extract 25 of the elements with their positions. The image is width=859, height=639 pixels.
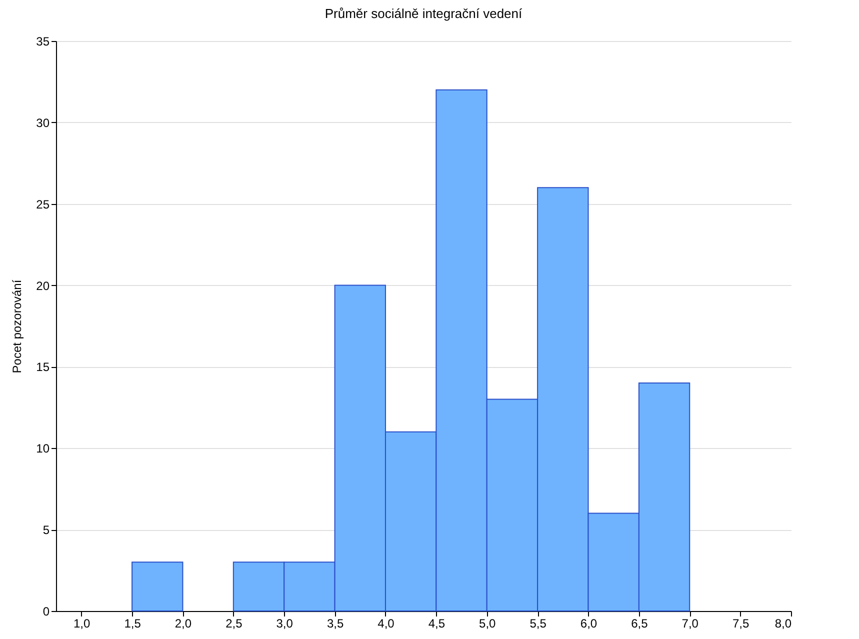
x-tick-label: 4,0 [378, 616, 395, 630]
y-tick-label: 5 [42, 523, 50, 538]
y-tick-label: 15 [36, 360, 50, 374]
x-tick-label: 6,0 [580, 616, 598, 630]
x-tick-label: 5,0 [479, 616, 496, 630]
x-tick-label: 6,5 [631, 616, 648, 630]
x-tick-label: 3,0 [276, 616, 294, 630]
y-tick-label: 30 [36, 116, 50, 130]
y-tick-label: 0 [42, 604, 50, 618]
x-tick-label: 2,0 [174, 616, 192, 630]
y-tick-label: 25 [36, 197, 50, 212]
x-tick-label: 3,5 [326, 616, 344, 630]
x-tick-label: 4,5 [428, 616, 446, 630]
y-axis-title: Pocet pozorování [10, 279, 24, 374]
x-tick-label: 7,5 [732, 616, 750, 630]
y-tick-label: 10 [36, 442, 50, 456]
x-tick-label: 1,5 [124, 616, 142, 630]
x-tick-label: 1,0 [74, 616, 91, 630]
chart-title: Průměr sociálně integrační vedení [324, 6, 523, 21]
y-tick-label: 35 [36, 34, 50, 48]
x-tick-label: 2,5 [226, 616, 243, 630]
x-tick-label: 8,0 [774, 616, 792, 630]
y-tick-label: 20 [36, 278, 50, 293]
x-tick-label: 7,0 [682, 616, 699, 630]
x-tick-label: 5,5 [530, 616, 547, 630]
